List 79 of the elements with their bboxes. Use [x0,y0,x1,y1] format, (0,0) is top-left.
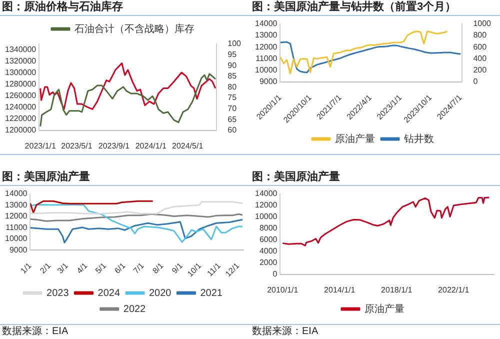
y-tick-label: 14000 [4,188,28,198]
x-tick-label: 2014/1/1 [324,284,356,294]
legend-label: 2020 [149,287,172,298]
y2-tick-label: 80 [228,82,238,92]
y-tick-label: 12000 [4,211,28,220]
y-tick-label: 10000 [4,234,28,243]
x-tick-label: 2024/5/1 [172,141,204,150]
y-tick-label: 6000 [259,234,278,244]
y-tick-label: 9000 [9,244,28,254]
legend-label: 2022 [123,303,146,314]
x-tick-label: 2023/9/1 [98,141,130,150]
legend-label: 石油合计（不含战略）库存 [74,22,194,35]
y-tick-label: 10000 [254,66,278,75]
y2-tick-label: 85 [228,72,238,81]
y-tick-label: 1300000 [4,68,37,78]
x-tick-label: 10/1 [186,260,204,278]
y-tick-label: 1200000 [4,126,37,135]
x-tick-label: 2023/5/1 [61,141,93,150]
y2-tick-label: 100 [228,39,242,48]
legend-label: 2021 [200,287,223,298]
y-tick-label: 0 [272,269,278,278]
y-tick-label: 1260000 [4,91,37,100]
y2-tick-label: 600 [473,42,488,52]
y-tick-label: 12000 [254,200,278,210]
y2-tick-label: 75 [228,93,238,102]
chart-title: 图：美国原油产量 [0,170,250,186]
y-tick-label: 10000 [254,212,278,221]
x-tick-label: 3/1 [56,260,70,275]
y-tick-label: 8000 [259,223,278,232]
legend-label: 原油产量 [335,132,375,145]
legend-label: 2024 [98,287,120,298]
x-tick-label: 4/1 [75,260,90,275]
source-note: 数据来源：EIA [252,326,318,336]
y-tick-label: 2000 [259,258,278,267]
x-tick-label: 2022/1/1 [438,284,470,294]
x-tick-label: 11/1 [205,260,223,278]
y-tick-label: 1320000 [4,56,37,66]
x-tick-label: 7/1 [132,260,146,275]
y-tick-label: 1240000 [4,102,37,112]
y2-tick-label: 0 [473,77,478,86]
x-tick-label: 2010/1/1 [267,284,299,294]
y-tick-label: 14000 [254,188,278,198]
source-note: 数据来源：EIA [2,326,68,336]
y-tick-label: 13000 [254,30,278,40]
y2-tick-label: 90 [228,60,238,70]
x-tick-label: 12/1 [224,260,242,278]
legend-label: 钻井数 [403,132,434,145]
chart-title: 图：美国原油产量与钻井数（前置3个月） [250,0,500,16]
y2-tick-label: 60 [228,126,238,135]
x-tick-label: 1/1 [18,260,34,275]
y-tick-label: 1220000 [4,114,37,124]
chart-title: 图：美国原油产量 [250,170,500,186]
x-tick-label: 6/1 [112,260,128,275]
y2-tick-label: 1000 [473,19,492,28]
x-tick-label: 8/1 [150,260,166,275]
x-tick-label: 2018/1/1 [381,284,413,294]
y2-tick-label: 400 [473,54,488,63]
x-tick-label: 9/1 [170,260,185,275]
y-tick-label: 14000 [254,19,278,28]
y2-tick-label: 200 [473,66,488,75]
y-tick-label: 9000 [259,77,278,86]
y2-tick-label: 70 [228,104,238,114]
x-tick-label: 2023/1/1 [24,141,56,150]
chart-title: 图：原油价格与石油库存 [0,0,250,16]
y-tick-label: 11000 [256,54,278,63]
y-tick-label: 1340000 [4,44,37,54]
x-tick-label: 2/1 [38,260,53,275]
x-tick-label: 2024/1/1 [135,141,168,150]
y2-tick-label: 65 [228,114,238,124]
y-tick-label: 4000 [259,246,278,256]
y2-tick-label: 800 [473,30,488,40]
y-tick-label: 1280000 [4,80,37,89]
y-tick-label: 11000 [6,222,28,232]
legend-label: 原油产量 [364,302,404,314]
legend-label: 2023 [46,287,70,298]
y-tick-label: 13000 [4,200,28,209]
y2-tick-label: 95 [228,50,238,60]
x-tick-label: 5/1 [94,260,108,275]
y-tick-label: 12000 [254,42,278,52]
